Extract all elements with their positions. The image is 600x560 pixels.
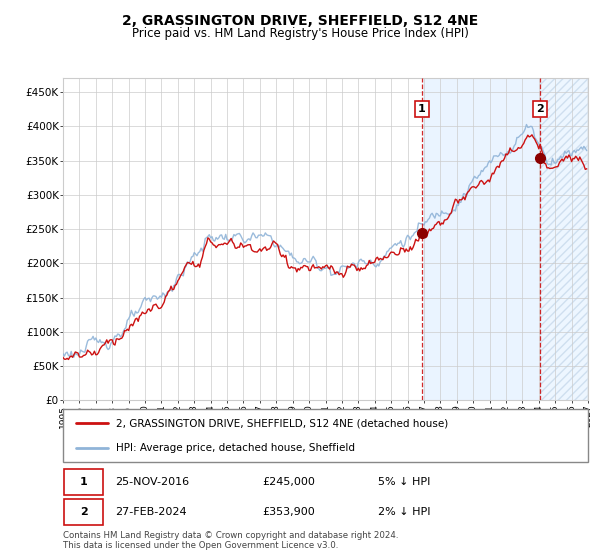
Text: 1: 1 — [418, 104, 426, 114]
Text: £353,900: £353,900 — [263, 507, 315, 517]
Text: 2, GRASSINGTON DRIVE, SHEFFIELD, S12 4NE (detached house): 2, GRASSINGTON DRIVE, SHEFFIELD, S12 4NE… — [115, 418, 448, 428]
Text: 2: 2 — [536, 104, 544, 114]
Text: 1: 1 — [80, 477, 88, 487]
FancyBboxPatch shape — [63, 409, 588, 462]
Text: Price paid vs. HM Land Registry's House Price Index (HPI): Price paid vs. HM Land Registry's House … — [131, 27, 469, 40]
FancyBboxPatch shape — [64, 469, 103, 494]
Text: 27-FEB-2024: 27-FEB-2024 — [115, 507, 187, 517]
Text: 25-NOV-2016: 25-NOV-2016 — [115, 477, 190, 487]
FancyBboxPatch shape — [64, 500, 103, 525]
Text: 5% ↓ HPI: 5% ↓ HPI — [378, 477, 430, 487]
Text: £245,000: £245,000 — [263, 477, 316, 487]
Text: 2% ↓ HPI: 2% ↓ HPI — [378, 507, 431, 517]
Text: 2: 2 — [80, 507, 88, 517]
Text: HPI: Average price, detached house, Sheffield: HPI: Average price, detached house, Shef… — [115, 442, 355, 452]
Text: Contains HM Land Registry data © Crown copyright and database right 2024.
This d: Contains HM Land Registry data © Crown c… — [63, 531, 398, 550]
Text: 2, GRASSINGTON DRIVE, SHEFFIELD, S12 4NE: 2, GRASSINGTON DRIVE, SHEFFIELD, S12 4NE — [122, 14, 478, 28]
